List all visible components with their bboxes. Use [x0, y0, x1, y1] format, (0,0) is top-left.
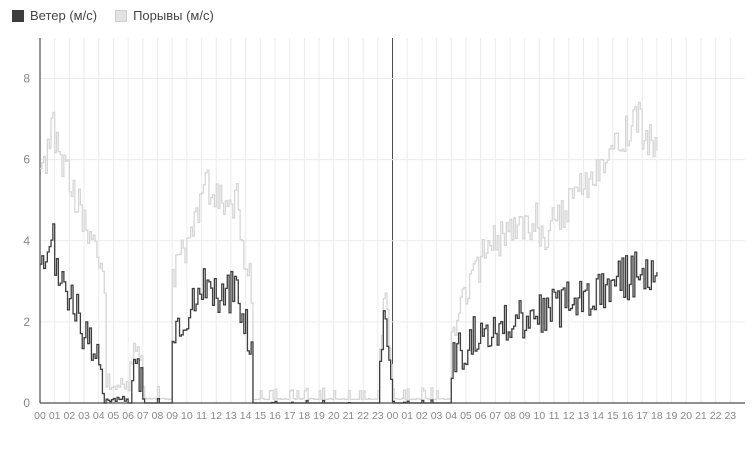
svg-text:04: 04	[93, 410, 105, 422]
svg-text:08: 08	[504, 410, 516, 422]
svg-text:4: 4	[23, 234, 30, 248]
svg-text:00: 00	[387, 410, 399, 422]
svg-text:20: 20	[328, 410, 340, 422]
svg-text:09: 09	[166, 410, 178, 422]
svg-text:16: 16	[622, 410, 634, 422]
svg-text:17: 17	[636, 410, 648, 422]
svg-text:08: 08	[152, 410, 164, 422]
svg-text:15: 15	[254, 410, 266, 422]
svg-text:13: 13	[225, 410, 237, 422]
svg-text:07: 07	[137, 410, 149, 422]
svg-text:12: 12	[563, 410, 575, 422]
legend-item-gust[interactable]: Порывы (м/с)	[115, 8, 214, 23]
svg-text:02: 02	[416, 410, 428, 422]
svg-text:04: 04	[445, 410, 457, 422]
svg-text:07: 07	[489, 410, 501, 422]
gust-legend-label: Порывы (м/с)	[133, 8, 214, 23]
svg-text:22: 22	[710, 410, 722, 422]
svg-text:10: 10	[181, 410, 193, 422]
svg-text:19: 19	[313, 410, 325, 422]
chart-legend: Ветер (м/с) Порывы (м/с)	[12, 8, 214, 23]
svg-text:17: 17	[284, 410, 296, 422]
svg-text:05: 05	[108, 410, 120, 422]
svg-text:16: 16	[269, 410, 281, 422]
svg-text:22: 22	[357, 410, 369, 422]
svg-text:03: 03	[78, 410, 90, 422]
svg-text:12: 12	[210, 410, 222, 422]
svg-text:06: 06	[475, 410, 487, 422]
svg-text:8: 8	[23, 72, 30, 86]
svg-text:20: 20	[680, 410, 692, 422]
svg-text:19: 19	[666, 410, 678, 422]
svg-text:06: 06	[122, 410, 134, 422]
chart-plot-area[interactable]: 0 2 4 6 8 00 01 02 03 04 05 06 07 08 09 10 11 12 13 14 15 16 1…	[40, 38, 745, 403]
svg-text:11: 11	[549, 410, 560, 422]
svg-text:0: 0	[23, 396, 30, 410]
svg-text:6: 6	[23, 153, 30, 167]
wind-legend-label: Ветер (м/с)	[30, 8, 97, 23]
svg-text:13: 13	[578, 410, 590, 422]
svg-text:01: 01	[401, 410, 413, 422]
svg-text:23: 23	[372, 410, 384, 422]
svg-text:02: 02	[64, 410, 76, 422]
svg-text:18: 18	[299, 410, 311, 422]
svg-text:2: 2	[23, 315, 30, 329]
svg-text:10: 10	[534, 410, 546, 422]
svg-text:14: 14	[592, 410, 604, 422]
svg-text:21: 21	[695, 410, 707, 422]
legend-item-wind[interactable]: Ветер (м/с)	[12, 8, 97, 23]
svg-text:00: 00	[34, 410, 46, 422]
gust-legend-swatch	[115, 10, 127, 22]
svg-text:11: 11	[196, 410, 207, 422]
wind-legend-swatch	[12, 10, 24, 22]
svg-text:21: 21	[343, 410, 355, 422]
svg-text:23: 23	[724, 410, 736, 422]
svg-text:01: 01	[49, 410, 61, 422]
svg-text:05: 05	[460, 410, 472, 422]
wind-chart-container: Ветер (м/с) Порывы (м/с) 0 2 4 6 8 00 01 02 03 04…	[0, 0, 755, 451]
svg-text:15: 15	[607, 410, 619, 422]
svg-text:14: 14	[240, 410, 252, 422]
svg-text:03: 03	[431, 410, 443, 422]
svg-text:18: 18	[651, 410, 663, 422]
svg-text:09: 09	[519, 410, 531, 422]
